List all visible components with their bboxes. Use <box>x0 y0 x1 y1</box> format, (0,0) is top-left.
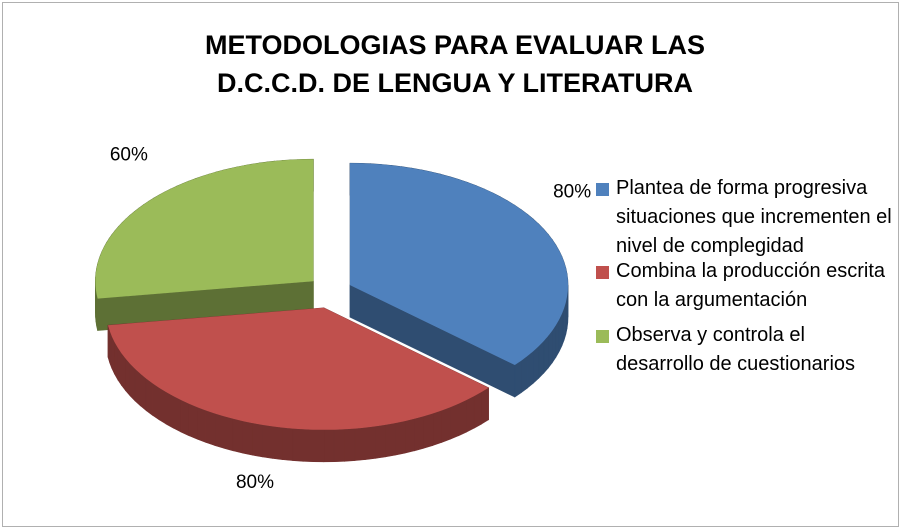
slice-side <box>197 406 207 443</box>
legend-label: Combina la producción escrita con la arg… <box>616 260 886 311</box>
slice-side <box>129 362 136 402</box>
slice <box>95 159 314 299</box>
slice-side <box>481 387 489 425</box>
slice <box>107 307 489 463</box>
slice-side <box>282 427 294 461</box>
slice-side <box>354 427 366 461</box>
slice-side <box>180 399 190 437</box>
slice-side <box>134 368 141 407</box>
legend-entry: Observa y controla el desarrollo de cues… <box>596 321 896 379</box>
slice-side <box>205 410 216 446</box>
slice-side <box>173 395 182 433</box>
slice-side <box>533 345 540 384</box>
slice-side <box>302 428 314 463</box>
slice-side <box>125 357 131 397</box>
slice-side <box>262 424 273 459</box>
slice <box>95 158 314 331</box>
slice-side <box>232 418 244 454</box>
slice-side <box>552 324 557 364</box>
slice-side <box>555 318 560 359</box>
slice-side <box>109 330 113 369</box>
slice-side <box>121 352 126 392</box>
slice-side <box>538 340 545 379</box>
slice-side <box>188 403 198 440</box>
legend-swatch <box>596 266 609 279</box>
slice-side <box>394 420 406 456</box>
slice-side <box>458 399 467 437</box>
slice-side <box>441 406 451 443</box>
slice-side <box>223 415 234 452</box>
slice-side <box>242 420 253 456</box>
slice-side <box>145 378 153 416</box>
slice-side <box>423 413 434 449</box>
slice-side <box>323 429 335 463</box>
slice-side <box>111 336 115 375</box>
slice-side <box>292 428 304 462</box>
slice-side <box>527 350 534 389</box>
legend-label: Observa y controla el desarrollo de cues… <box>616 324 856 375</box>
slice-side <box>374 424 386 459</box>
slice-side <box>514 359 522 398</box>
data-label: 80% <box>553 181 591 202</box>
slice-side <box>561 308 565 347</box>
legend: Plantea de forma progresiva situaciones … <box>596 174 896 385</box>
legend-entry: Plantea de forma progresiva situaciones … <box>596 174 896 261</box>
slice-side <box>272 426 283 460</box>
data-label: 60% <box>110 145 148 166</box>
slice-side <box>252 422 263 458</box>
slice-side <box>543 335 549 374</box>
slice-side <box>152 382 160 421</box>
slice-side <box>414 415 424 452</box>
slice-side <box>158 387 167 425</box>
data-label: 80% <box>236 472 274 493</box>
slice <box>108 307 489 430</box>
slice-side <box>521 355 528 394</box>
legend-entry: Combina la producción escrita con la arg… <box>596 257 896 315</box>
slice-side <box>214 413 225 449</box>
slice-side <box>114 341 119 381</box>
slice-side <box>140 373 147 412</box>
slice-side <box>165 391 174 429</box>
slice-side <box>313 429 325 463</box>
legend-swatch <box>596 330 609 343</box>
slice <box>350 163 568 365</box>
slice-side <box>404 418 415 454</box>
slice-side <box>432 410 442 446</box>
slice-side <box>364 426 376 460</box>
slice-side <box>384 422 396 458</box>
chart-title: METODOLOGIAS PARA EVALUAR LAS D.C.C.D. D… <box>204 30 705 98</box>
slice-side <box>558 313 563 352</box>
slice-side <box>117 346 122 387</box>
slice-side <box>548 329 553 369</box>
slice-side <box>473 391 482 429</box>
legend-label: Plantea de forma progresiva situaciones … <box>616 177 892 257</box>
legend-swatch <box>596 183 609 196</box>
slice-side <box>449 403 459 440</box>
slice-side <box>96 294 98 331</box>
slice-side <box>349 284 516 398</box>
slice-side <box>333 428 345 463</box>
slice <box>349 162 569 398</box>
slice-side <box>466 395 475 433</box>
slice-side <box>344 428 356 462</box>
